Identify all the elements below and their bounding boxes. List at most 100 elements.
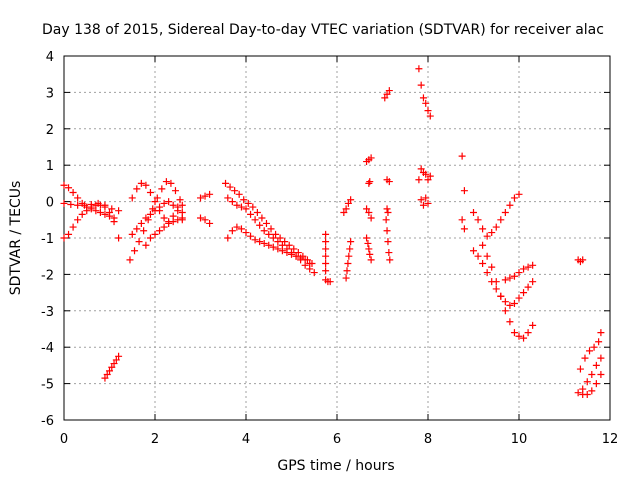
data-point: [479, 225, 487, 233]
data-point: [269, 234, 277, 242]
data-point: [479, 241, 487, 249]
data-point: [60, 181, 68, 189]
data-point: [128, 230, 136, 238]
data-point: [322, 230, 330, 238]
data-point: [165, 219, 173, 227]
y-tick-label: 0: [46, 196, 54, 211]
data-point: [322, 252, 330, 260]
data-point: [94, 199, 102, 207]
data-point: [292, 252, 300, 260]
data-point: [422, 99, 430, 107]
data-point: [224, 194, 232, 202]
data-point: [197, 194, 204, 202]
data-point: [131, 247, 139, 255]
ticks: [63, 55, 611, 421]
data-point: [146, 210, 154, 218]
data-point: [366, 178, 374, 186]
data-point: [460, 187, 468, 195]
data-point: [74, 216, 82, 224]
data-point: [588, 387, 596, 395]
data-point: [247, 232, 255, 240]
data-point: [382, 216, 390, 224]
data-point: [60, 234, 68, 242]
data-point: [65, 184, 73, 192]
data-point: [426, 172, 434, 180]
series-s13: [224, 223, 314, 267]
data-point: [162, 178, 170, 186]
data-point: [344, 259, 352, 267]
data-point: [288, 250, 295, 258]
data-point: [278, 247, 286, 255]
data-point: [169, 201, 177, 209]
data-point: [385, 178, 393, 186]
data-point: [228, 198, 236, 206]
data-point: [367, 256, 375, 264]
data-point: [115, 234, 123, 242]
data-point: [492, 278, 500, 286]
data-point: [574, 389, 582, 397]
data-point: [240, 196, 248, 204]
data-point: [153, 194, 161, 202]
data-point: [510, 329, 518, 337]
data-point: [524, 329, 532, 337]
x-tick-label: 6: [333, 432, 341, 447]
series-s11: [222, 179, 316, 267]
data-point: [176, 196, 184, 204]
series-s18: [363, 178, 375, 264]
data-point: [297, 254, 305, 262]
data-point: [106, 212, 113, 220]
data-point: [146, 189, 154, 196]
data-point: [529, 261, 537, 269]
data-point: [381, 94, 389, 102]
data-point: [115, 207, 123, 215]
x-tick-label: 10: [511, 432, 528, 447]
data-point: [65, 230, 73, 238]
data-point: [142, 241, 150, 249]
data-point: [133, 185, 141, 193]
data-point: [178, 201, 186, 209]
series-s27: [501, 261, 537, 284]
data-point: [235, 190, 243, 198]
data-point: [579, 385, 587, 393]
data-point: [281, 238, 289, 246]
series-s5: [126, 178, 186, 264]
data-point: [283, 249, 291, 257]
data-point: [483, 232, 491, 240]
data-point: [247, 210, 255, 218]
data-point: [501, 298, 509, 306]
data-point: [96, 209, 104, 217]
data-point: [156, 203, 164, 211]
data-point: [474, 216, 482, 224]
series-s2: [60, 181, 118, 222]
data-point: [583, 391, 591, 399]
data-point: [301, 256, 309, 264]
data-point: [583, 378, 591, 386]
y-tick-label: 3: [46, 86, 54, 101]
data-point: [310, 269, 318, 277]
data-point: [242, 229, 250, 237]
data-point: [347, 196, 355, 204]
data-point: [256, 238, 264, 246]
data-point: [260, 227, 268, 235]
y-tick-label: 2: [46, 123, 54, 138]
data-point: [160, 223, 168, 231]
data-point: [233, 223, 241, 231]
data-point: [488, 229, 496, 237]
series-s9: [197, 190, 214, 202]
data-point: [158, 185, 166, 193]
data-point: [340, 209, 348, 217]
data-point: [272, 230, 280, 238]
data-point: [322, 238, 330, 246]
series-s31: [579, 354, 605, 393]
data-point: [151, 207, 159, 215]
data-point: [506, 274, 514, 282]
data-point: [424, 199, 432, 207]
data-point: [167, 179, 175, 187]
data-point: [365, 245, 373, 253]
data-point: [415, 65, 423, 73]
data-point: [174, 216, 182, 224]
data-point: [483, 252, 491, 260]
data-point: [524, 263, 532, 271]
data-point: [69, 189, 77, 196]
